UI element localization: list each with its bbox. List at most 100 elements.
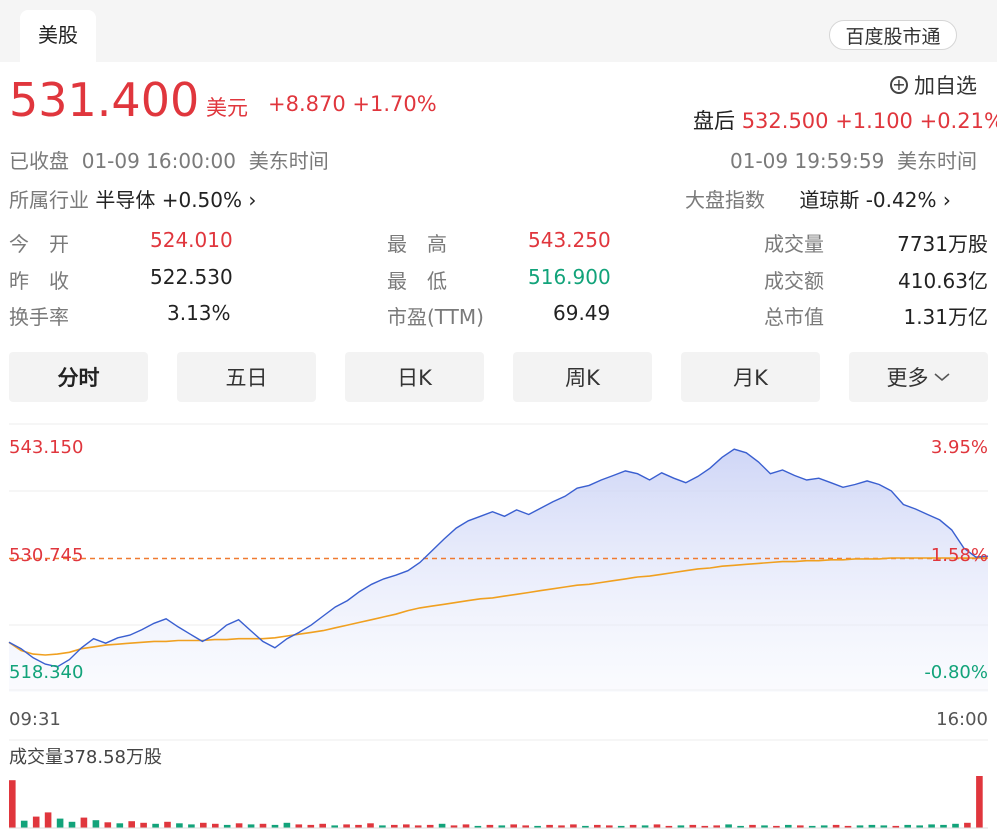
volume-bar [462,824,470,828]
tab-five-day[interactable]: 五日 [177,352,316,402]
tab-more-label: 更多 [886,366,929,390]
volume-bar [594,824,601,828]
average-price-line [8,557,988,656]
volume-bar [808,825,816,828]
volume-bar [176,823,183,828]
volume-bar [391,824,398,828]
volume-bar [247,824,255,828]
volume-bar [617,825,625,828]
volume-bar [522,825,529,828]
prev-close-value: 522.530 [150,265,233,289]
tab-daily-k[interactable]: 日K [345,352,484,402]
volume-bar [188,824,195,828]
volume-bar [104,822,112,828]
chevron-down-icon [933,373,950,382]
volume-bar [546,824,553,828]
stock-service-button[interactable]: 百度股市通 [829,20,957,50]
volume-bar [200,822,207,828]
volume-bar [116,823,124,828]
index-link[interactable]: 大盘指数 道琼斯 -0.42% › [685,184,951,213]
chevron-right-icon: › [248,188,257,212]
y-axis-bottom-right-label: -0.80% [924,662,988,683]
volume-bar [128,821,135,828]
volume-bar [32,816,40,828]
volume-bar [343,824,350,828]
volume-bar [498,825,506,828]
volume-bar [259,823,267,828]
volume-bar [832,824,840,828]
volume-bar [56,818,64,828]
volume-bar [641,825,649,828]
after-hours-label: 盘后 [693,109,735,133]
volume-bar [235,823,243,828]
volume-bar [916,825,923,828]
index-value: 道琼斯 -0.42% [799,188,937,212]
volume-bar [582,825,589,828]
after-hours-quote: 盘后 532.500 +1.100 +0.21% [693,105,997,135]
volume-bar [212,823,219,828]
prev-close-label: 昨 收 [9,269,69,293]
tab-more[interactable]: 更多 [849,352,988,402]
volume-bar [928,824,935,828]
volume-bar [856,825,864,828]
volume-bar [140,822,147,828]
intraday-chart[interactable]: 543.150 530.745 518.340 3.95% 1.58% -0.8… [0,420,997,836]
volume-bar [80,817,88,828]
y-axis-mid-right-label: 1.58% [931,545,988,566]
add-to-watchlist-button[interactable]: + 加自选 [890,70,977,100]
low-label: 最 低 [387,269,447,293]
volume-bar [20,820,28,828]
pe-label: 市盈(TTM) [387,305,484,329]
volume-bar [976,776,983,828]
volume-bar [355,824,362,828]
volume-bar [629,824,637,828]
volume-bar [713,825,720,828]
market-tab-bar: 美股 百度股市通 [0,0,997,62]
volume-bar [271,824,279,828]
volume-bar [570,824,577,828]
after-hours-time: 01-09 19:59:59 美东时间 [730,149,978,173]
volume-bar [558,825,565,828]
volume-value: 7731万股 [897,232,988,256]
tab-monthly-k[interactable]: 月K [681,352,820,402]
volume-bar [689,824,697,828]
volume-bar [426,824,434,828]
volume-bar [152,823,159,828]
volume-caption: 成交量378.58万股 [9,747,162,768]
add-to-watchlist-label: 加自选 [914,74,977,98]
volume-bar [773,825,780,828]
tab-intraday[interactable]: 分时 [9,352,148,402]
volume-bar [414,825,422,828]
market-cap-value: 1.31万亿 [903,305,988,329]
industry-link[interactable]: 所属行业 半导体 +0.50% › [9,184,256,213]
volume-bar [450,825,458,828]
market-cap-label: 总市值 [764,305,824,329]
volume-bar [677,825,685,828]
tab-weekly-k[interactable]: 周K [513,352,652,402]
tab-us-stocks[interactable]: 美股 [20,10,96,62]
price-area-fill [9,449,988,692]
after-hours-values: 532.500 +1.100 +0.21% [741,109,997,133]
high-value: 543.250 [528,228,611,252]
volume-bar [665,825,673,828]
volume-label: 成交量 [764,232,824,256]
volume-bar [844,825,852,828]
volume-bar [68,821,76,828]
x-axis-end-label: 16:00 [936,709,988,730]
volume-bar [606,825,613,828]
volume-bar [331,825,338,828]
turnover-label: 换手率 [9,305,69,329]
open-label: 今 开 [9,232,69,256]
volume-bar [510,824,517,828]
y-axis-bottom-left-label: 518.340 [9,662,83,683]
volume-bar [701,825,709,828]
volume-bar [653,824,661,828]
chevron-right-icon: › [942,188,951,212]
volume-bar [379,825,386,828]
volume-bar [880,825,888,828]
volume-bar [367,823,374,828]
volume-bar [868,824,876,828]
volume-bar [283,822,291,828]
volume-bar [761,825,768,828]
amount-value: 410.63亿 [898,269,988,293]
